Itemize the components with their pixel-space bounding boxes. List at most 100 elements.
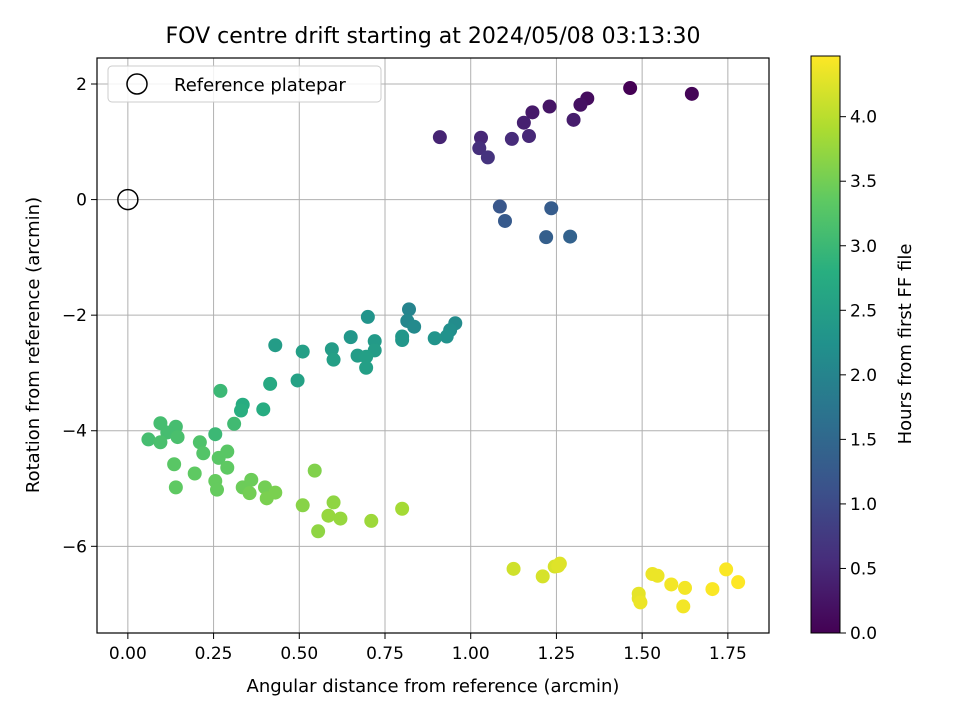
colorbar-tick-label: 0.0 — [850, 624, 877, 644]
y-axis-label: Rotation from reference (arcmin) — [23, 197, 44, 493]
data-point — [210, 482, 224, 497]
data-point — [731, 575, 746, 590]
data-point — [343, 330, 358, 345]
data-point — [295, 344, 310, 359]
data-point — [333, 511, 348, 526]
y-tick-label: −4 — [62, 422, 87, 442]
data-point — [432, 130, 447, 145]
y-tick-label: 0 — [76, 191, 87, 211]
data-point — [516, 115, 531, 130]
colorbar-label: Hours from first FF file — [895, 244, 916, 445]
data-point — [244, 472, 259, 487]
colorbar-tick-label: 4.0 — [850, 108, 877, 128]
data-point — [208, 427, 223, 442]
colorbar-tick-label: 2.5 — [850, 301, 877, 321]
x-tick-label: 1.50 — [623, 644, 661, 664]
colorbar-tick-label: 3.5 — [850, 172, 877, 192]
data-point — [170, 430, 185, 445]
data-point — [234, 403, 248, 418]
data-point — [192, 435, 207, 450]
colorbar-tick-label: 3.0 — [850, 237, 877, 257]
x-tick-label: 1.00 — [452, 644, 490, 664]
x-tick-label: 1.25 — [537, 644, 575, 664]
data-point — [498, 213, 512, 228]
data-point — [242, 486, 257, 501]
colorbar-tick-label: 1.5 — [850, 430, 877, 450]
data-point — [650, 568, 665, 583]
data-point — [359, 349, 374, 364]
data-point — [326, 352, 341, 367]
data-point — [359, 360, 374, 375]
data-point — [360, 309, 375, 324]
data-point — [566, 112, 581, 127]
data-point — [290, 373, 305, 388]
data-point — [268, 485, 283, 500]
data-point — [719, 562, 734, 577]
colorbar-tick-label: 0.5 — [850, 559, 877, 579]
colorbar-tick-label: 1.0 — [850, 495, 877, 515]
data-point — [535, 569, 550, 584]
legend-marker — [126, 73, 148, 95]
data-point — [542, 99, 557, 114]
data-point — [311, 524, 326, 539]
data-point — [506, 561, 521, 576]
y-tick-label: −2 — [62, 306, 87, 326]
colorbar-gradient — [810, 55, 841, 634]
data-point — [307, 463, 322, 478]
data-point — [551, 558, 566, 573]
data-point — [402, 302, 416, 317]
data-point — [678, 580, 692, 595]
chart-title: FOV centre drift starting at 2024/05/08 … — [166, 24, 701, 49]
reference-platepar-marker — [117, 188, 139, 211]
data-point — [563, 229, 578, 244]
data-point — [187, 466, 202, 481]
data-point — [167, 457, 182, 472]
legend-label: Reference platepar — [174, 75, 346, 96]
data-point — [220, 460, 235, 475]
data-point — [256, 402, 271, 417]
data-point — [623, 81, 638, 96]
data-point — [324, 342, 339, 357]
data-point — [321, 508, 336, 523]
data-point — [439, 329, 454, 344]
data-point — [539, 230, 554, 245]
colorbar: 0.0 0.5 1.0 1.5 2.0 2.5 3.0 3.5 4.0 Hours from f… — [810, 55, 916, 644]
legend-box — [107, 65, 382, 103]
data-point — [573, 97, 588, 112]
plot-background — [97, 58, 769, 633]
data-point — [227, 416, 242, 431]
data-point — [525, 105, 540, 120]
data-point — [268, 338, 283, 353]
data-point — [168, 480, 183, 495]
data-point — [664, 577, 679, 592]
data-point — [263, 376, 278, 391]
y-tick-label: 2 — [76, 75, 87, 95]
data-point — [220, 444, 235, 459]
data-point — [474, 130, 488, 145]
data-points — [141, 81, 746, 614]
data-point — [141, 432, 156, 447]
data-point — [504, 131, 519, 146]
data-point — [633, 595, 648, 610]
data-point — [364, 513, 379, 528]
data-point — [472, 141, 487, 156]
data-point — [544, 201, 559, 216]
x-axis-ticks: 0.00 0.25 0.50 0.75 1.00 1.25 1.50 1.75 — [109, 633, 747, 664]
data-point — [705, 582, 720, 597]
x-tick-label: 0.50 — [280, 644, 318, 664]
data-point — [676, 599, 691, 614]
y-axis-ticks: 2 0 −2 −4 −6 — [62, 75, 97, 557]
plot-area: 0.00 0.25 0.50 0.75 1.00 1.25 1.50 1.75 2 0 −2 −4 −… — [62, 57, 770, 664]
colorbar-tick-label: 2.0 — [850, 366, 877, 386]
x-axis-label: Angular distance from reference (arcmin) — [247, 676, 620, 697]
plot-frame — [96, 57, 770, 634]
data-point — [522, 129, 536, 144]
data-point — [213, 383, 228, 398]
data-point — [196, 446, 211, 461]
data-point — [427, 331, 442, 346]
data-point — [407, 319, 422, 334]
data-point — [684, 86, 699, 101]
data-point — [492, 199, 507, 214]
y-tick-label: −6 — [62, 537, 87, 557]
